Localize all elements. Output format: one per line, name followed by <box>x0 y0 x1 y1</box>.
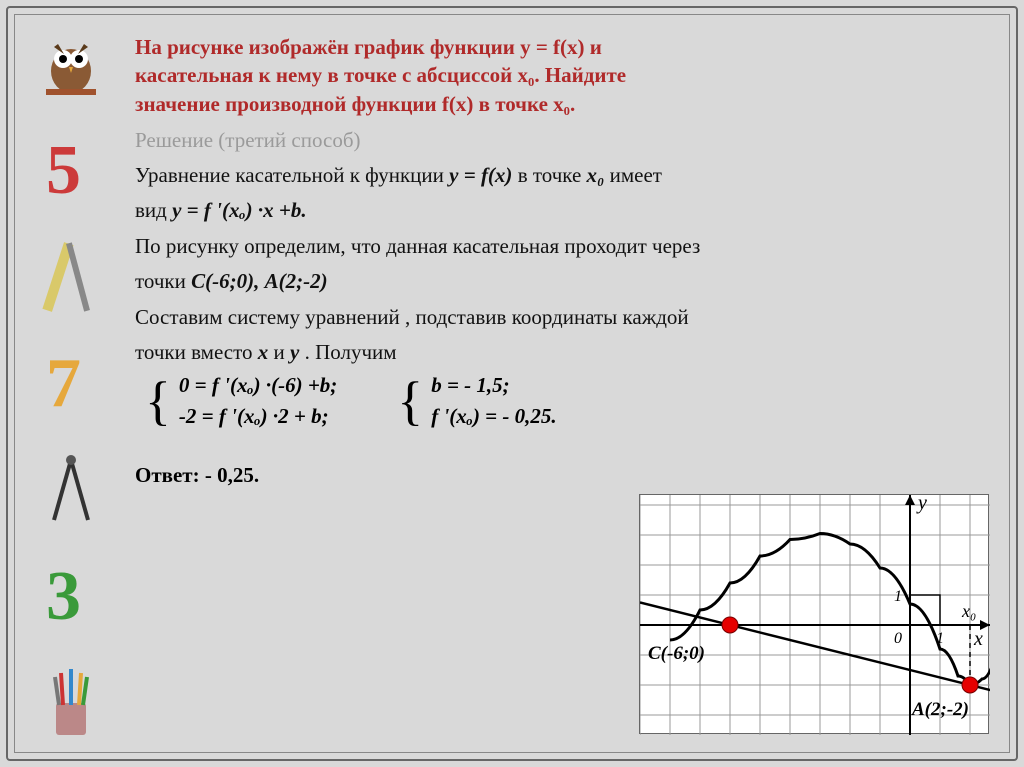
digit-five-decoration: 5 <box>31 136 111 206</box>
p2-formula: y = f '(xₒ) ·x +b. <box>172 198 306 222</box>
digit-seven-decoration: 7 <box>31 349 111 419</box>
p2-text-a: вид <box>135 198 172 222</box>
svg-text:x₀: x₀ <box>961 601 976 621</box>
pencil-cup-decoration <box>31 668 111 738</box>
ruler-compass-decoration <box>31 242 111 312</box>
slide-content: На рисунке изображён график функции y = … <box>135 33 989 734</box>
outer-frame: 5 7 3 <box>6 6 1018 761</box>
p1-formula: y = f(x) <box>449 163 512 187</box>
p1-text-c: в точке <box>518 163 587 187</box>
svg-text:3: 3 <box>46 558 81 635</box>
point-c-label: С(-6;0) <box>648 643 705 665</box>
p1-text-a: Уравнение касательной к функции <box>135 163 449 187</box>
solution-label: Решение (третий способ) <box>135 128 989 153</box>
system-2: { b = - 1,5; f '(xₒ) = - 0,25. <box>397 373 556 429</box>
point-a-label: А(2;-2) <box>912 699 969 721</box>
paragraph-5: Составим систему уравнений , подставив к… <box>135 303 989 332</box>
answer-line: Ответ: - 0,25. <box>135 463 989 488</box>
problem-title: На рисунке изображён график функции y = … <box>135 33 989 118</box>
p6-text-c: и <box>274 340 291 364</box>
svg-text:x: x <box>973 628 983 650</box>
compass-decoration <box>31 455 111 525</box>
equation-3: b = - 1,5; <box>431 373 556 398</box>
paragraph-6: точки вместо x и y . Получим <box>135 338 989 367</box>
equation-1: 0 = f '(xₒ) ·(-6) +b; <box>179 373 337 398</box>
paragraph-3: По рисунку определим, что данная касател… <box>135 232 989 261</box>
paragraph-2: вид y = f '(xₒ) ·x +b. <box>135 196 989 225</box>
p6-text-a: точки вместо <box>135 340 258 364</box>
title-line-1: На рисунке изображён график функции y = … <box>135 35 602 59</box>
inner-frame: 5 7 3 <box>14 14 1010 753</box>
svg-text:1: 1 <box>936 630 944 647</box>
p6-y: y <box>290 340 299 364</box>
p1-x0: x₀ <box>587 163 605 187</box>
decorative-sidebar: 5 7 3 <box>21 21 121 746</box>
paragraph-1: Уравнение касательной к функции y = f(x)… <box>135 161 989 190</box>
paragraph-4: точки С(-6;0), А(2;-2) <box>135 267 989 296</box>
svg-text:7: 7 <box>46 345 81 422</box>
equation-2: -2 = f '(xₒ) ·2 + b; <box>179 404 337 429</box>
brace-left-2: { <box>397 380 423 423</box>
p4-text-a: точки <box>135 269 191 293</box>
svg-text:y: y <box>916 495 927 514</box>
system-1: { 0 = f '(xₒ) ·(-6) +b; -2 = f '(xₒ) ·2 … <box>145 373 337 429</box>
p4-points: С(-6;0), А(2;-2) <box>191 269 327 293</box>
svg-text:0: 0 <box>894 630 902 647</box>
p6-text-e: . Получим <box>305 340 397 364</box>
owl-decoration <box>31 29 111 99</box>
p6-x: x <box>258 340 269 364</box>
digit-three-decoration: 3 <box>31 562 111 632</box>
title-line-2: касательная к нему в точке с абсциссой x… <box>135 63 626 87</box>
brace-left-1: { <box>145 380 171 423</box>
svg-text:5: 5 <box>46 132 81 209</box>
title-line-3: значение производной функции f(x) в точк… <box>135 92 575 116</box>
svg-text:1: 1 <box>894 588 902 605</box>
equation-4: f '(xₒ) = - 0,25. <box>431 404 556 429</box>
function-graph: 0 1 1 x y x₀ С(-6;0) А(2;-2) <box>639 494 989 734</box>
p1-text-e: имеет <box>610 163 662 187</box>
equation-systems: { 0 = f '(xₒ) ·(-6) +b; -2 = f '(xₒ) ·2 … <box>145 373 989 429</box>
